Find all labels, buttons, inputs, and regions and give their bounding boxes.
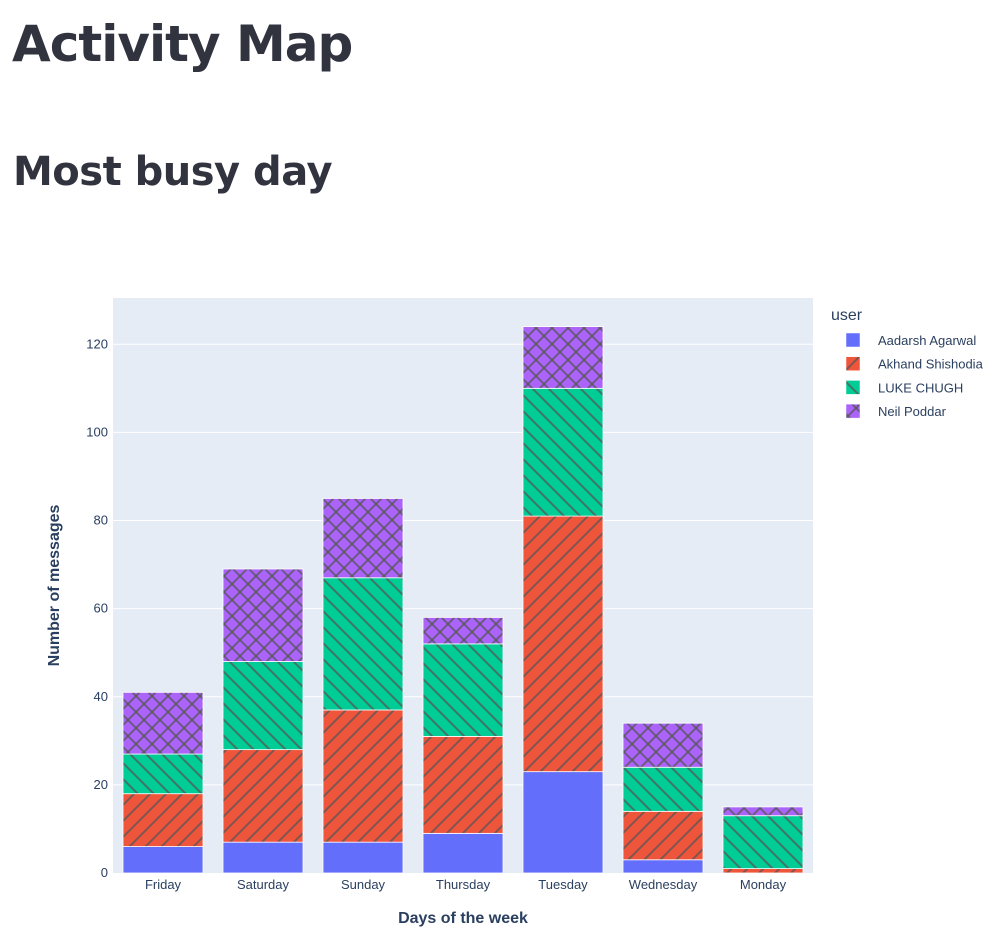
bar-segment[interactable] (522, 771, 604, 874)
x-tick-labels: Friday Saturday Sunday Thursday Tuesday Wedne… (145, 877, 787, 892)
y-tick-label: 120 (86, 336, 108, 351)
legend-item[interactable]: LUKE CHUGH (845, 380, 963, 395)
x-tick-label: Thursday (436, 877, 491, 892)
legend-label: Aadarsh Agarwal (878, 333, 976, 348)
y-tick-labels: 0 20 40 60 80 100 120 (86, 336, 108, 880)
y-tick-label: 0 (101, 865, 108, 880)
y-tick-label: 20 (94, 777, 108, 792)
x-axis-label: Days of the week (398, 910, 528, 927)
x-tick-label: Sunday (341, 877, 386, 892)
x-tick-label: Saturday (237, 877, 290, 892)
y-tick-label: 60 (94, 601, 108, 616)
bar-segment[interactable] (322, 498, 404, 579)
legend-swatch (845, 332, 861, 348)
legend-item[interactable]: Neil Poddar (845, 403, 947, 419)
legend-label: Neil Poddar (878, 404, 947, 419)
legend-item[interactable]: Akhand Shishodia (845, 356, 984, 372)
x-tick-label: Tuesday (538, 877, 588, 892)
bars[interactable] (122, 326, 804, 874)
bar-segment[interactable] (222, 661, 304, 751)
bar-segment[interactable] (222, 568, 304, 662)
bar-segment[interactable] (522, 387, 604, 517)
bar-segment[interactable] (622, 766, 704, 812)
legend-item[interactable]: Aadarsh Agarwal (845, 332, 976, 348)
bar-segment[interactable] (222, 749, 304, 843)
bar-segment[interactable] (722, 815, 804, 869)
bar-segment[interactable] (322, 841, 404, 874)
bar-segment[interactable] (422, 617, 504, 645)
y-tick-label: 40 (94, 689, 108, 704)
bar-segment[interactable] (422, 736, 504, 834)
section-title: Most busy day (13, 149, 333, 195)
bar-segment[interactable] (622, 810, 704, 861)
x-tick-label: Friday (145, 877, 182, 892)
x-tick-label: Monday (740, 877, 787, 892)
bar-segment[interactable] (722, 806, 804, 817)
x-tick-label: Wednesday (629, 877, 698, 892)
legend[interactable]: user Aadarsh Agarwal Akhand Shishodia LUKE… (831, 307, 984, 419)
legend-swatch (845, 403, 861, 419)
bar-segment[interactable] (422, 832, 504, 874)
bar-segment[interactable] (122, 753, 204, 795)
bar-segment[interactable] (522, 326, 604, 389)
bar-segment[interactable] (522, 515, 604, 773)
bar-segment[interactable] (422, 643, 504, 737)
bar-segment[interactable] (622, 859, 704, 874)
bar-segment[interactable] (322, 709, 404, 843)
legend-title: user (831, 307, 863, 324)
y-tick-label: 80 (94, 513, 108, 528)
bar-segment[interactable] (222, 841, 304, 874)
legend-swatch (845, 380, 861, 395)
y-tick-label: 100 (86, 424, 108, 439)
legend-label: Akhand Shishodia (878, 357, 984, 372)
bar-segment[interactable] (622, 722, 704, 768)
bar-segment[interactable] (122, 846, 204, 874)
legend-label: LUKE CHUGH (878, 380, 963, 395)
bar-segment[interactable] (122, 793, 204, 847)
y-axis-label: Number of messages (46, 504, 63, 666)
legend-swatch (845, 356, 861, 371)
bar-segment[interactable] (322, 577, 404, 711)
bar-segment[interactable] (722, 868, 804, 874)
bar-segment[interactable] (122, 691, 204, 755)
page-title: Activity Map (12, 15, 353, 73)
